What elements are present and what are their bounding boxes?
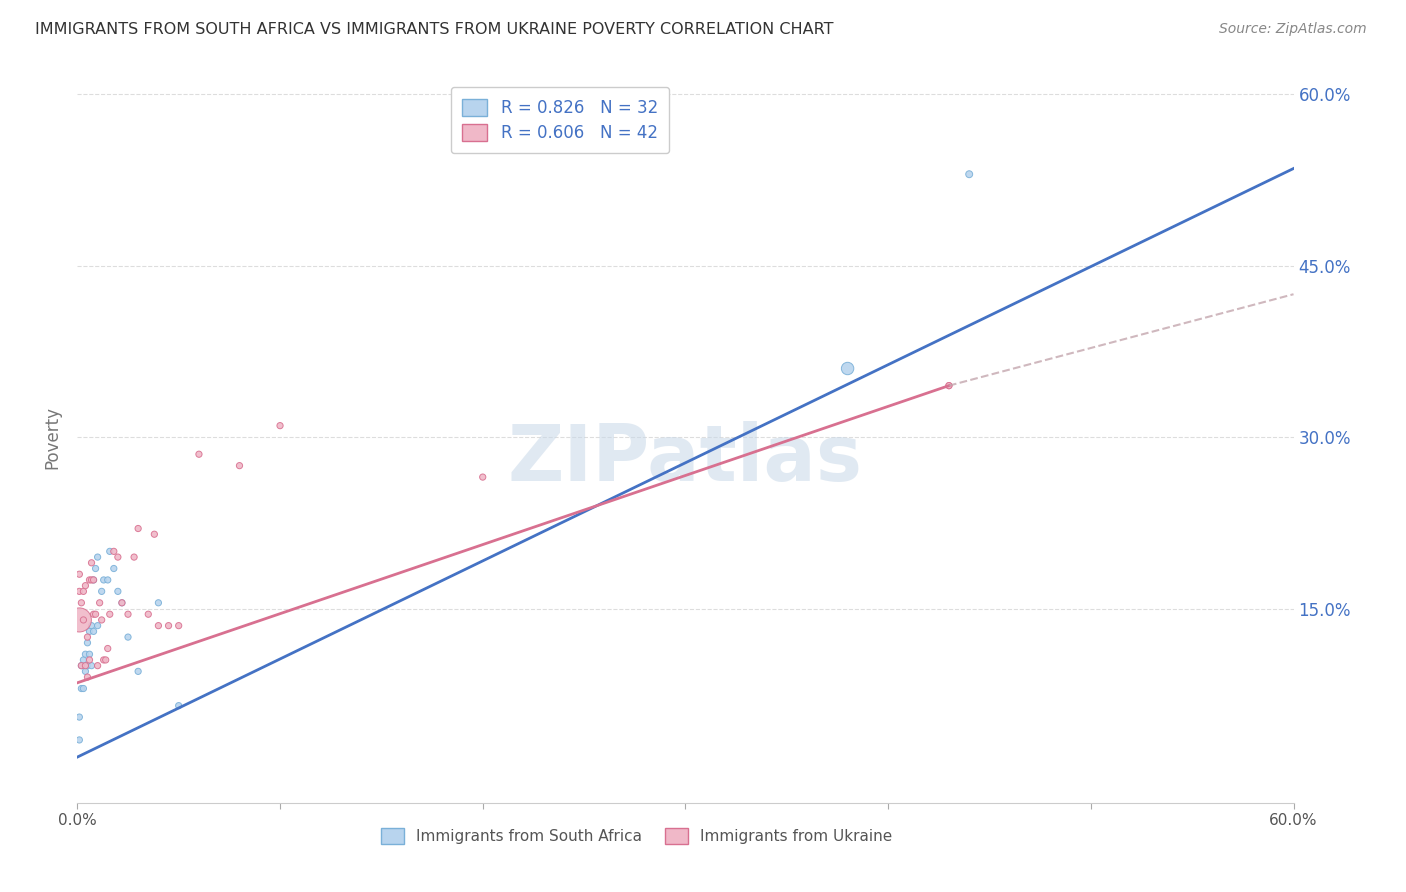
Point [111, 596, 134, 610]
Point [86, 618, 108, 632]
Point [148, 618, 170, 632]
Point [107, 550, 129, 565]
Point [84, 561, 107, 575]
Y-axis label: Poverty: Poverty [44, 406, 62, 468]
Point [938, 378, 960, 392]
Point [111, 596, 134, 610]
Point [80, 556, 103, 570]
Point [79, 653, 101, 667]
Point [70, 681, 93, 696]
Point [76, 658, 98, 673]
Point [79, 573, 101, 587]
Point [67, 710, 90, 724]
Point [98, 544, 121, 558]
Point [86, 550, 108, 565]
Point [75, 647, 97, 661]
Point [97, 573, 120, 587]
Point [837, 361, 859, 376]
Point [103, 544, 125, 558]
Point [127, 665, 149, 679]
Point [228, 458, 250, 473]
Point [83, 624, 105, 639]
Point [67, 567, 90, 582]
Point [72, 584, 94, 599]
Point [127, 521, 149, 535]
Point [90, 584, 112, 599]
Point [98, 607, 121, 622]
Point [97, 641, 120, 656]
Point [79, 624, 101, 639]
Point [83, 573, 105, 587]
Point [143, 527, 166, 541]
Point [167, 698, 190, 713]
Point [70, 658, 93, 673]
Point [103, 561, 125, 575]
Point [80, 573, 103, 587]
Point [148, 596, 170, 610]
Point [72, 613, 94, 627]
Point [67, 733, 90, 747]
Point [93, 573, 115, 587]
Point [80, 658, 103, 673]
Point [136, 607, 159, 622]
Point [75, 665, 97, 679]
Point [122, 550, 145, 565]
Text: Source: ZipAtlas.com: Source: ZipAtlas.com [1219, 22, 1367, 37]
Point [84, 607, 107, 622]
Point [76, 670, 98, 684]
Point [93, 653, 115, 667]
Point [70, 596, 93, 610]
Point [72, 653, 94, 667]
Point [471, 470, 494, 484]
Text: IMMIGRANTS FROM SOUTH AFRICA VS IMMIGRANTS FROM UKRAINE POVERTY CORRELATION CHAR: IMMIGRANTS FROM SOUTH AFRICA VS IMMIGRAN… [35, 22, 834, 37]
Point [957, 167, 980, 181]
Point [70, 658, 93, 673]
Point [90, 613, 112, 627]
Point [76, 636, 98, 650]
Point [80, 618, 103, 632]
Point [167, 618, 190, 632]
Point [75, 579, 97, 593]
Point [107, 584, 129, 599]
Point [188, 447, 211, 461]
Point [86, 658, 108, 673]
Point [67, 613, 90, 627]
Point [67, 584, 90, 599]
Point [83, 607, 105, 622]
Point [117, 607, 139, 622]
Point [83, 573, 105, 587]
Point [72, 681, 94, 696]
Point [94, 653, 117, 667]
Point [938, 378, 960, 392]
Point [76, 630, 98, 644]
Point [79, 647, 101, 661]
Point [75, 658, 97, 673]
Point [157, 618, 180, 632]
Point [89, 596, 111, 610]
Point [117, 630, 139, 644]
Point [269, 418, 291, 433]
Legend: Immigrants from South Africa, Immigrants from Ukraine: Immigrants from South Africa, Immigrants… [375, 822, 898, 850]
Text: ZIPatlas: ZIPatlas [508, 421, 863, 497]
